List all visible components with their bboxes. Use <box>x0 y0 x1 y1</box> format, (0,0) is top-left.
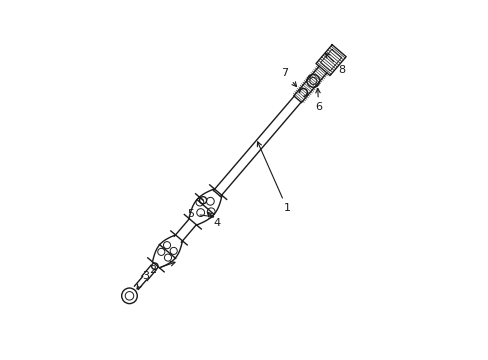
Text: 5: 5 <box>187 209 213 219</box>
Text: 8: 8 <box>325 53 345 75</box>
Text: 3: 3 <box>137 271 149 289</box>
Text: 1: 1 <box>257 142 290 213</box>
Text: 7: 7 <box>281 68 296 86</box>
Text: 2: 2 <box>148 262 175 275</box>
Text: 4: 4 <box>207 212 221 228</box>
Text: 6: 6 <box>314 89 322 112</box>
